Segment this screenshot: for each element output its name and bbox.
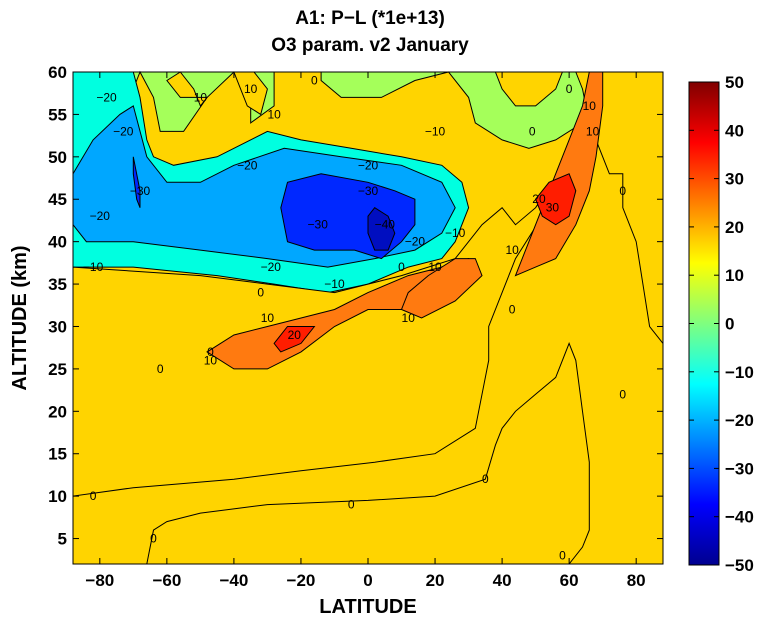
y-tick-label: 15 bbox=[48, 445, 67, 464]
contour-label-4: −10 bbox=[83, 260, 104, 274]
x-tick-label: −60 bbox=[152, 571, 181, 590]
y-axis-label: ALTITUDE (km) bbox=[9, 245, 31, 390]
colorbar-tick-label: 50 bbox=[725, 73, 744, 92]
contour-label-39: 10 bbox=[586, 124, 600, 138]
contour-region-5 bbox=[132, 156, 141, 208]
x-tick-label: −20 bbox=[287, 571, 316, 590]
contour-label-40: 0 bbox=[619, 184, 626, 198]
contour-label-1: −20 bbox=[113, 124, 134, 138]
contour-label-13: −30 bbox=[308, 218, 329, 232]
colorbar: −50 −40 −30 −20 −10 0 10 20 30 40 50 bbox=[688, 73, 754, 575]
y-tick-label: 10 bbox=[48, 487, 67, 506]
y-tick-label: 40 bbox=[48, 233, 67, 252]
contour-region-6 bbox=[367, 207, 396, 251]
x-tick-label: −80 bbox=[85, 571, 114, 590]
y-tick-label: 45 bbox=[48, 190, 67, 209]
contour-label-26: 0 bbox=[207, 345, 214, 359]
colorbar-tick-label: −50 bbox=[725, 556, 754, 575]
contour-label-20: 0 bbox=[398, 260, 405, 274]
contour-label-34: 0 bbox=[509, 303, 516, 317]
colorbar-ticks: −50 −40 −30 −20 −10 0 10 20 30 40 50 bbox=[689, 73, 754, 575]
contour-region-16 bbox=[535, 173, 577, 226]
contour-label-29: 0 bbox=[348, 498, 355, 512]
y-tick-label: 55 bbox=[48, 105, 67, 124]
contour-label-31: 0 bbox=[482, 472, 489, 486]
contour-label-35: 10 bbox=[505, 243, 519, 257]
y-tick-label: 30 bbox=[48, 317, 67, 336]
contour-region-2 bbox=[320, 71, 590, 149]
contour-label-19: 0 bbox=[257, 286, 264, 300]
contour-label-9: −10 bbox=[425, 124, 446, 138]
colorbar-tick-label: −30 bbox=[725, 459, 754, 478]
contour-label-38: 10 bbox=[583, 99, 597, 113]
contour-label-5: 10 bbox=[194, 90, 208, 104]
contour-label-15: −20 bbox=[405, 235, 426, 249]
colorbar-tick-label: −10 bbox=[725, 363, 754, 382]
contour-label-16: −10 bbox=[445, 226, 466, 240]
contour-region-15 bbox=[273, 326, 316, 353]
contour-label-3: −20 bbox=[90, 209, 111, 223]
contour-label-12: −30 bbox=[358, 184, 379, 198]
contour-label-17: −20 bbox=[261, 260, 282, 274]
x-tick-label: 80 bbox=[627, 571, 646, 590]
contour-region-11 bbox=[146, 342, 590, 565]
colorbar-tick-label: 20 bbox=[725, 218, 744, 237]
contour-label-32: 0 bbox=[559, 549, 566, 563]
y-axis-ticks: 5 10 15 20 25 30 35 40 45 50 55 60 bbox=[48, 63, 663, 549]
colorbar-tick-label: 30 bbox=[725, 170, 744, 189]
x-axis-ticks: −80 −60 −40 −20 0 20 40 60 80 bbox=[85, 72, 646, 590]
y-tick-label: 5 bbox=[58, 530, 67, 549]
contour-label-28: 0 bbox=[90, 489, 97, 503]
colorbar-tick-label: 10 bbox=[725, 266, 744, 285]
x-tick-label: 0 bbox=[363, 571, 372, 590]
colorbar-tick-label: 0 bbox=[725, 315, 734, 334]
contour-label-27: 0 bbox=[157, 362, 164, 376]
contour-label-25: 10 bbox=[204, 353, 218, 367]
contour-label-18: −10 bbox=[324, 277, 345, 291]
contour-label-10: −20 bbox=[237, 158, 258, 172]
x-axis-label: LATITUDE bbox=[319, 596, 416, 618]
colorbar-tick-label: 40 bbox=[725, 121, 744, 140]
chart-subtitle: O3 param. v2 January bbox=[271, 35, 469, 56]
contour-label-8: 0 bbox=[311, 73, 318, 87]
colorbar-tick-label: −20 bbox=[725, 411, 754, 430]
contour-label-0: −20 bbox=[96, 90, 117, 104]
y-tick-label: 20 bbox=[48, 402, 67, 421]
contour-regions bbox=[72, 70, 664, 565]
contour-label-33: 0 bbox=[529, 124, 536, 138]
y-tick-label: 50 bbox=[48, 148, 67, 167]
x-tick-label: 40 bbox=[493, 571, 512, 590]
contour-label-7: 10 bbox=[267, 107, 281, 121]
contour-label-36: 20 bbox=[532, 192, 546, 206]
x-tick-label: −40 bbox=[219, 571, 248, 590]
x-tick-label: 60 bbox=[560, 571, 579, 590]
y-tick-label: 60 bbox=[48, 63, 67, 82]
contour-label-24: 20 bbox=[288, 328, 302, 342]
contour-label-41: 0 bbox=[619, 387, 626, 401]
y-tick-label: 35 bbox=[48, 275, 67, 294]
contour-label-30: 0 bbox=[150, 532, 157, 546]
contour-label-14: −40 bbox=[375, 218, 396, 232]
chart-title: A1: P−L (*1e+13) bbox=[295, 8, 445, 29]
x-tick-label: 20 bbox=[426, 571, 445, 590]
contour-label-37: 30 bbox=[546, 201, 560, 215]
contour-label-23: 10 bbox=[402, 311, 416, 325]
y-tick-label: 25 bbox=[48, 360, 67, 379]
contour-label-21: 10 bbox=[428, 260, 442, 274]
contour-label-6: 10 bbox=[244, 82, 258, 96]
contour-label-11: −20 bbox=[358, 158, 379, 172]
colorbar-tick-label: −40 bbox=[725, 508, 754, 527]
contour-region-13 bbox=[400, 258, 483, 319]
contour-label-22: 10 bbox=[261, 311, 275, 325]
contour-label-42: 0 bbox=[566, 82, 573, 96]
contour-label-2: −30 bbox=[130, 184, 151, 198]
